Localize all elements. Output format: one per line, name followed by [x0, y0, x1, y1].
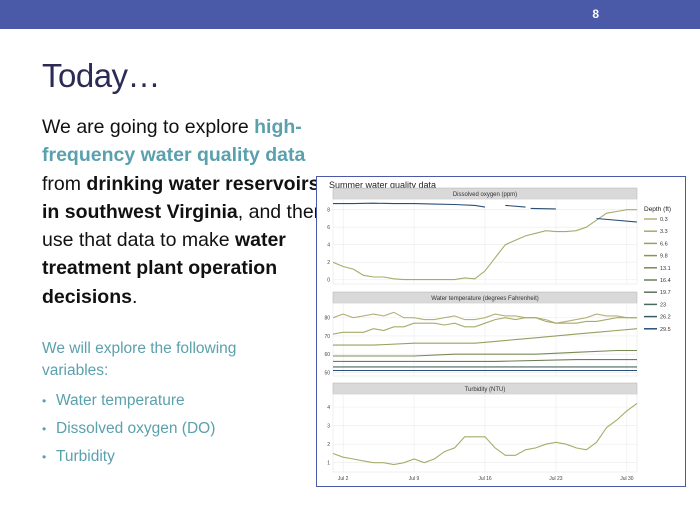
legend-label: 3.3	[660, 229, 668, 235]
series-line	[332, 317, 637, 335]
y-tick-label: 8	[327, 208, 330, 214]
list-item: • Water temperature	[42, 390, 215, 418]
y-tick-label: 60	[324, 352, 330, 358]
y-tick-label: 4	[327, 405, 330, 411]
intro-paragraph: We are going to explore high-frequency w…	[42, 113, 327, 311]
list-item: • Dissolved oxygen (DO)	[42, 418, 215, 446]
bullet-label: Dissolved oxygen (DO)	[56, 420, 216, 437]
bullet-icon: •	[42, 422, 47, 436]
legend-label: 13.1	[660, 266, 671, 272]
slide-number: 8	[592, 7, 599, 21]
header-bar: 8	[0, 0, 700, 29]
chart-panel: Turbidity (NTU) 1 2 3 4	[327, 382, 638, 473]
legend-label: 29.5	[660, 327, 671, 333]
y-tick-label: 4	[327, 243, 330, 249]
list-item: • Turbidity	[42, 446, 215, 474]
x-tick-label: Jul 2	[338, 476, 349, 482]
intro-text-2: from	[42, 172, 87, 195]
panel-title: Water temperature (degrees Fahrenheit)	[431, 296, 539, 302]
variables-subheading: We will explore the following variables:	[42, 340, 237, 379]
y-tick-label: 6	[327, 225, 330, 231]
series-line	[333, 202, 486, 208]
intro-bold-reservoirs: drinking water reservoirs in southwest V…	[42, 172, 320, 223]
series-line	[332, 402, 638, 466]
legend-label: 9.8	[660, 254, 668, 260]
series-line	[333, 328, 638, 346]
intro-highlight-data: high-frequency water quality data	[42, 116, 306, 167]
panel-title: Turbidity (NTU)	[465, 387, 506, 393]
legend-label: 26.2	[660, 315, 671, 321]
bullet-icon: •	[42, 450, 47, 464]
y-tick-label: 70	[324, 334, 330, 340]
legend-label: 6.6	[660, 241, 668, 247]
variables-list: • Water temperature • Dissolved oxygen (DO…	[42, 390, 215, 474]
legend-label: 0.3	[660, 217, 668, 223]
intro-bold-decisions: water treatment plant operation decision…	[42, 229, 286, 308]
series-line	[333, 359, 637, 362]
x-tick-label: Jul 30	[620, 476, 634, 482]
x-tick-label: Jul 16	[478, 476, 492, 482]
intro-text-3: , and then use that data to make	[42, 200, 325, 252]
y-tick-label: 2	[327, 442, 330, 448]
series-line	[332, 209, 637, 281]
legend-title: Depth (ft)	[644, 206, 671, 213]
legend-label: 19.7	[660, 290, 671, 296]
series-line	[505, 204, 526, 208]
series-line	[530, 207, 556, 210]
y-tick-label: 3	[327, 424, 330, 430]
chart-panel: Dissolved oxygen (ppm) 0 2 4 6 8	[327, 187, 638, 285]
y-tick-label: 0	[327, 278, 330, 284]
series-line	[596, 217, 638, 223]
x-tick-label: Jul 23	[549, 476, 563, 482]
intro-text-1: We are going to explore	[42, 116, 255, 138]
chart-panel: Water temperature (degrees Fahrenheit) 50…	[324, 291, 638, 376]
series-line	[332, 311, 637, 324]
y-tick-label: 2	[327, 260, 330, 266]
legend-label: 16.4	[660, 278, 671, 284]
intro-text-4: .	[131, 285, 138, 308]
chart-title: Summer water quality data	[329, 180, 436, 190]
bullet-icon: •	[42, 394, 47, 408]
bullet-label: Turbidity	[56, 448, 115, 465]
y-tick-label: 80	[324, 316, 330, 322]
series-line	[333, 349, 637, 357]
panel-title: Dissolved oxygen (ppm)	[453, 192, 517, 198]
y-tick-label: 50	[324, 370, 330, 376]
legend-label: 23	[660, 302, 666, 308]
chart-frame: Summer water quality data Dissolved oxyge…	[316, 176, 686, 487]
bullet-label: Water temperature	[56, 392, 185, 409]
x-tick-label: Jul 9	[409, 476, 420, 482]
slide-title: Today…	[42, 57, 161, 94]
y-tick-label: 1	[327, 461, 330, 467]
